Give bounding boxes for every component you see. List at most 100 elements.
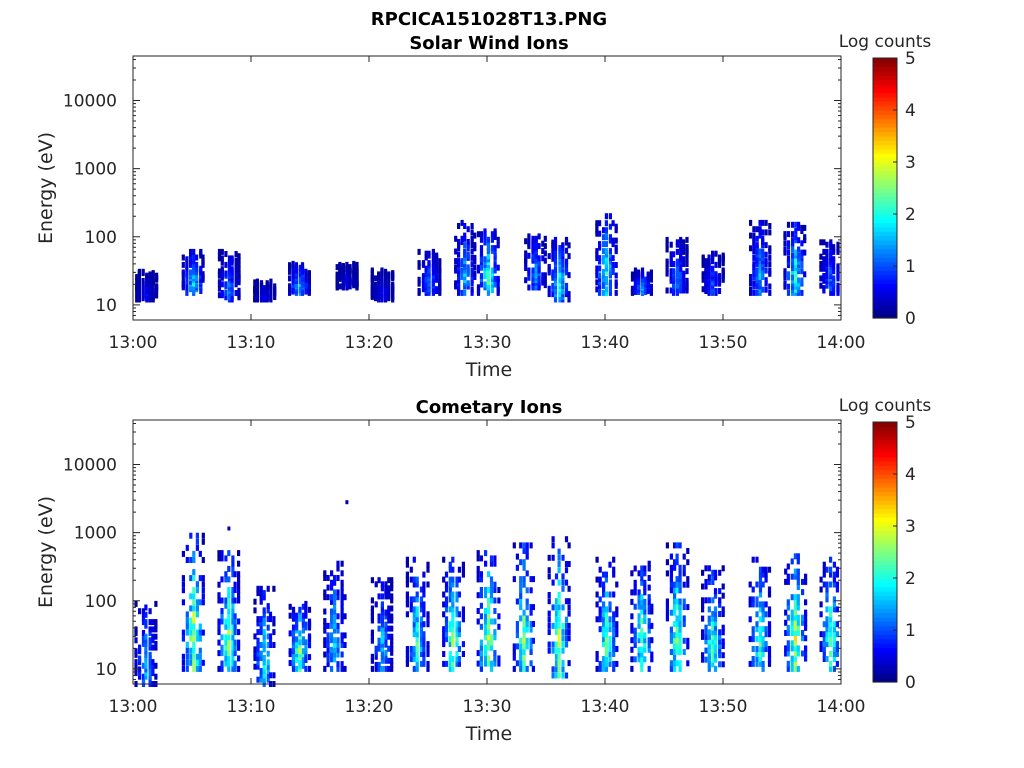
spectrogram-cell bbox=[291, 654, 296, 661]
spectrogram-cell bbox=[387, 282, 391, 288]
spectrogram-cell bbox=[567, 296, 571, 303]
spectrogram-cell bbox=[718, 629, 722, 636]
spectrogram-cell bbox=[141, 630, 146, 636]
spectrogram-cell bbox=[333, 646, 337, 653]
spectrogram-cell bbox=[455, 631, 459, 638]
spectrogram-cell bbox=[273, 283, 277, 290]
spectrogram-cell bbox=[227, 618, 231, 625]
spectrogram-cell bbox=[682, 239, 686, 246]
spectrogram-cell bbox=[144, 611, 148, 618]
spectrogram-cell bbox=[564, 266, 569, 273]
spectrogram-cell bbox=[340, 618, 344, 625]
spectrogram-cell bbox=[711, 620, 715, 627]
spectrogram-cell bbox=[405, 596, 409, 603]
spectrogram-cell bbox=[721, 643, 725, 649]
spectrogram-cell bbox=[669, 268, 673, 275]
spectrogram-cell bbox=[189, 623, 193, 630]
spectrogram-cell bbox=[804, 635, 808, 642]
spectrogram-cell bbox=[764, 576, 768, 583]
spectrogram-cell bbox=[554, 653, 559, 660]
spectrogram-cell bbox=[608, 265, 612, 272]
spectrogram-cell bbox=[835, 651, 839, 657]
spectrogram-cell bbox=[373, 275, 378, 282]
spectrogram-cell bbox=[463, 267, 467, 274]
spectrogram-cell bbox=[749, 219, 753, 226]
spectrogram-cell bbox=[415, 591, 419, 598]
spectrogram-cell bbox=[333, 603, 337, 610]
spectrogram-cell bbox=[786, 271, 791, 278]
colorbar-segment bbox=[873, 422, 897, 427]
spectrogram-cell bbox=[220, 660, 224, 667]
spectrogram-cell bbox=[144, 622, 148, 629]
spectrogram-cell bbox=[493, 228, 497, 235]
spectrogram-cell bbox=[541, 255, 545, 262]
spectrogram-cell bbox=[262, 637, 266, 644]
spectrogram-cell bbox=[595, 220, 599, 227]
spectrogram-cell bbox=[479, 644, 483, 651]
spectrogram-cell bbox=[304, 639, 308, 646]
colorbar-segment bbox=[873, 513, 897, 518]
spectrogram-cell bbox=[233, 660, 237, 667]
spectrogram-cell bbox=[301, 612, 305, 619]
spectrogram-cell bbox=[272, 629, 276, 636]
spectrogram-cell bbox=[529, 542, 533, 549]
spectrogram-cell bbox=[266, 672, 270, 679]
spectrogram-cell bbox=[678, 649, 682, 655]
colorbar-segment bbox=[873, 179, 897, 185]
spectrogram-cell bbox=[224, 576, 228, 583]
spectrogram-cell bbox=[489, 560, 494, 567]
spectrogram-cell bbox=[256, 663, 260, 670]
spectrogram-cell bbox=[483, 239, 487, 246]
spectrogram-cell bbox=[758, 576, 763, 583]
spectrogram-cell bbox=[761, 616, 765, 623]
spectrogram-cell bbox=[755, 646, 759, 652]
spectrogram-cell bbox=[551, 250, 555, 257]
spectrogram-cell bbox=[758, 641, 763, 648]
spectrogram-cell bbox=[422, 606, 426, 613]
spectrogram-cell bbox=[819, 646, 823, 652]
spectrogram-cell bbox=[288, 630, 292, 637]
spectrogram-cell bbox=[604, 279, 608, 286]
spectrogram-cell bbox=[323, 637, 327, 644]
spectrogram-cell bbox=[825, 591, 829, 598]
spectrogram-cell bbox=[326, 656, 330, 663]
colorbar-segment bbox=[873, 443, 897, 449]
spectrogram-cell bbox=[602, 272, 606, 279]
spectrogram-cell bbox=[761, 601, 765, 608]
spectrogram-cell bbox=[341, 278, 345, 285]
spectrogram-cell bbox=[633, 603, 637, 610]
spectrogram-cell bbox=[217, 650, 221, 657]
spectrogram-cell bbox=[343, 642, 347, 648]
spectrogram-cell bbox=[355, 261, 359, 268]
spectrogram-cell bbox=[640, 575, 644, 581]
spectrogram-cell bbox=[557, 616, 561, 623]
spectrogram-cell bbox=[486, 289, 490, 296]
spectrogram-cell bbox=[682, 581, 686, 588]
spectrogram-cell bbox=[438, 267, 442, 274]
spectrogram-cell bbox=[340, 608, 344, 615]
spectrogram-cell bbox=[426, 660, 430, 667]
spectrogram-cell bbox=[551, 641, 555, 648]
spectrogram-cell bbox=[137, 268, 141, 275]
spectrogram-cell bbox=[460, 270, 464, 277]
spectrogram-cell bbox=[419, 586, 424, 593]
spectrogram-cell bbox=[678, 570, 682, 577]
spectrogram-cell bbox=[489, 576, 494, 583]
spectrogram-cell bbox=[547, 253, 551, 260]
spectrogram-cell bbox=[231, 634, 235, 641]
spectrogram-cell bbox=[804, 624, 808, 631]
spectrogram-cell bbox=[519, 660, 523, 667]
spectrogram-cell bbox=[612, 636, 616, 643]
spectrogram-cell bbox=[598, 241, 602, 248]
spectrogram-cell bbox=[595, 248, 599, 255]
spectrogram-cell bbox=[822, 621, 826, 628]
spectrogram-cell bbox=[561, 672, 565, 679]
spectrogram-cell bbox=[643, 608, 647, 615]
spectrogram-cell bbox=[665, 236, 669, 243]
y-tick-label: 100 bbox=[85, 228, 117, 248]
spectrogram-cell bbox=[598, 566, 602, 573]
spectrogram-cell bbox=[761, 660, 765, 667]
spectrogram-cell bbox=[761, 229, 765, 236]
spectrogram-cell bbox=[198, 550, 202, 557]
spectrogram-cell bbox=[558, 272, 562, 279]
